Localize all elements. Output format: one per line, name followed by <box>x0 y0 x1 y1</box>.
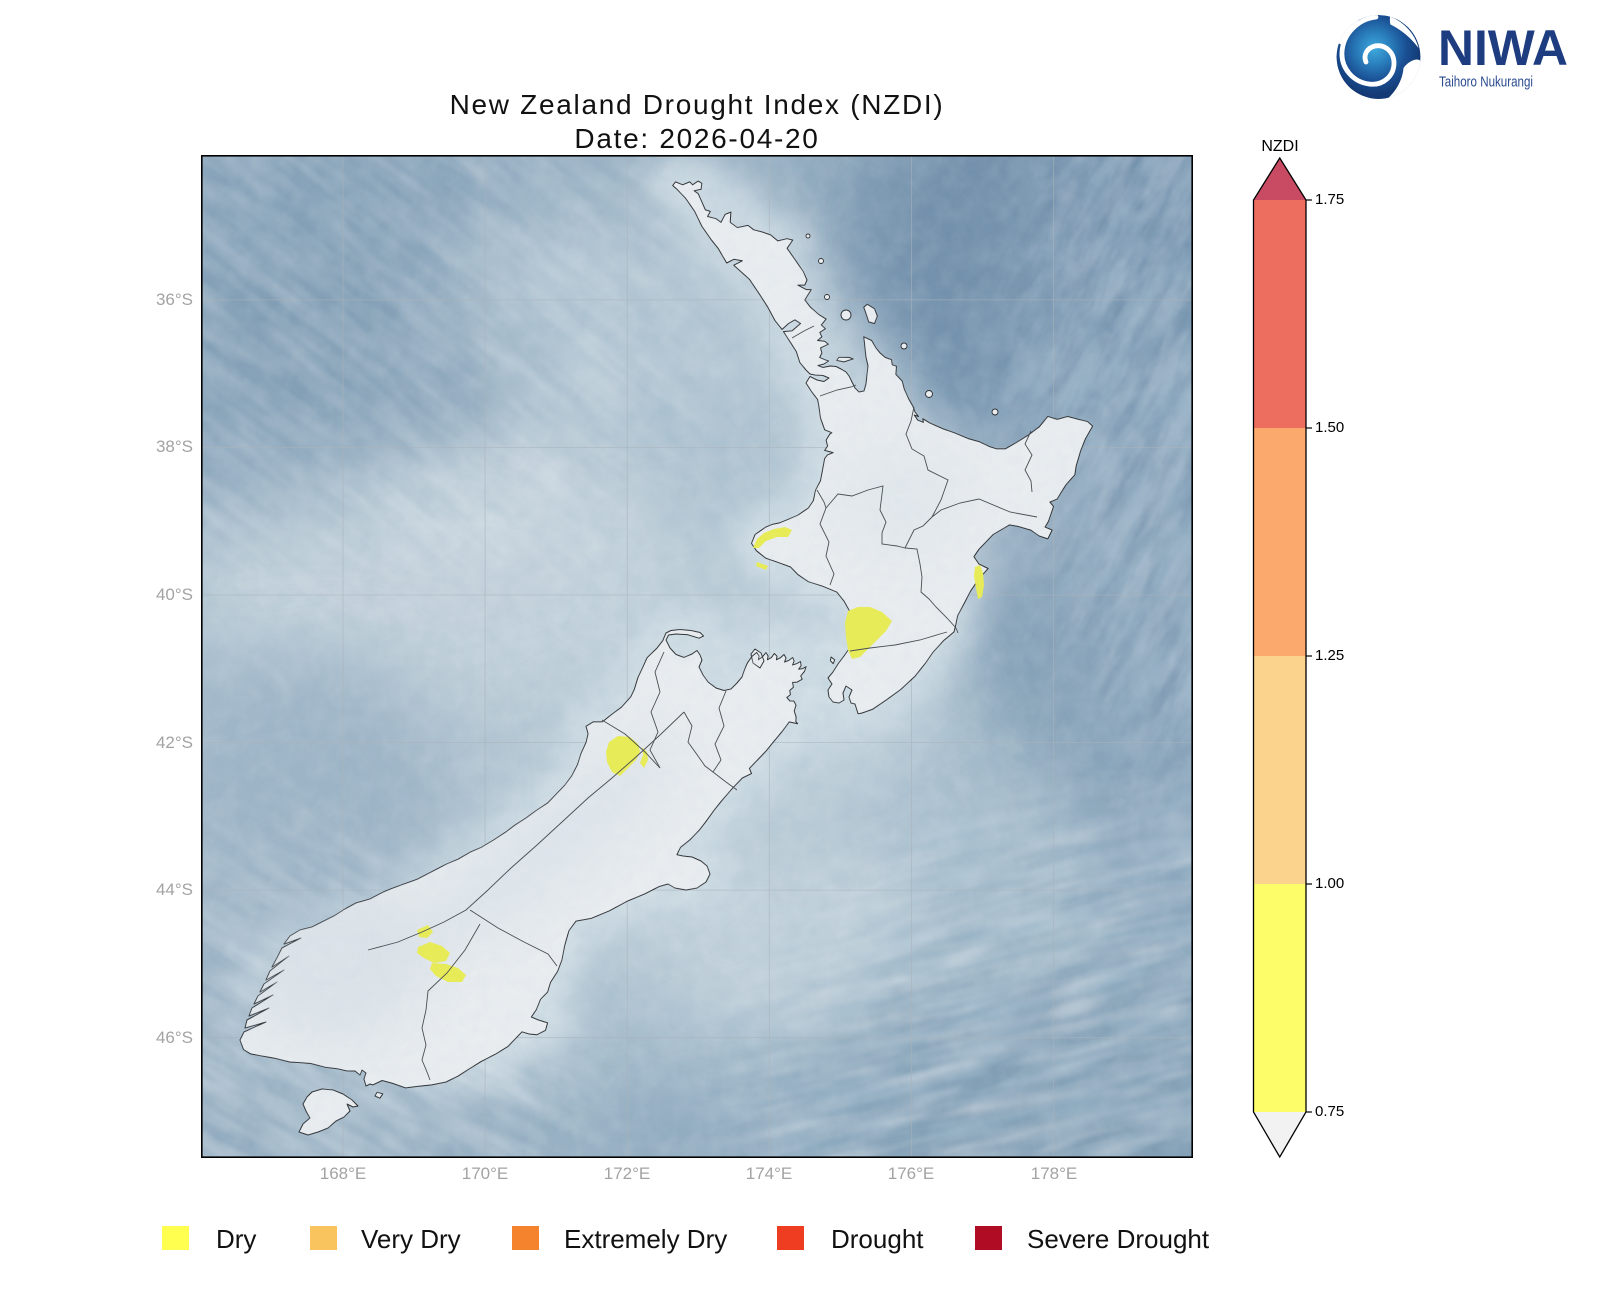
svg-text:NIWA: NIWA <box>1438 20 1568 76</box>
svg-text:Taihoro Nukurangi: Taihoro Nukurangi <box>1439 75 1533 91</box>
